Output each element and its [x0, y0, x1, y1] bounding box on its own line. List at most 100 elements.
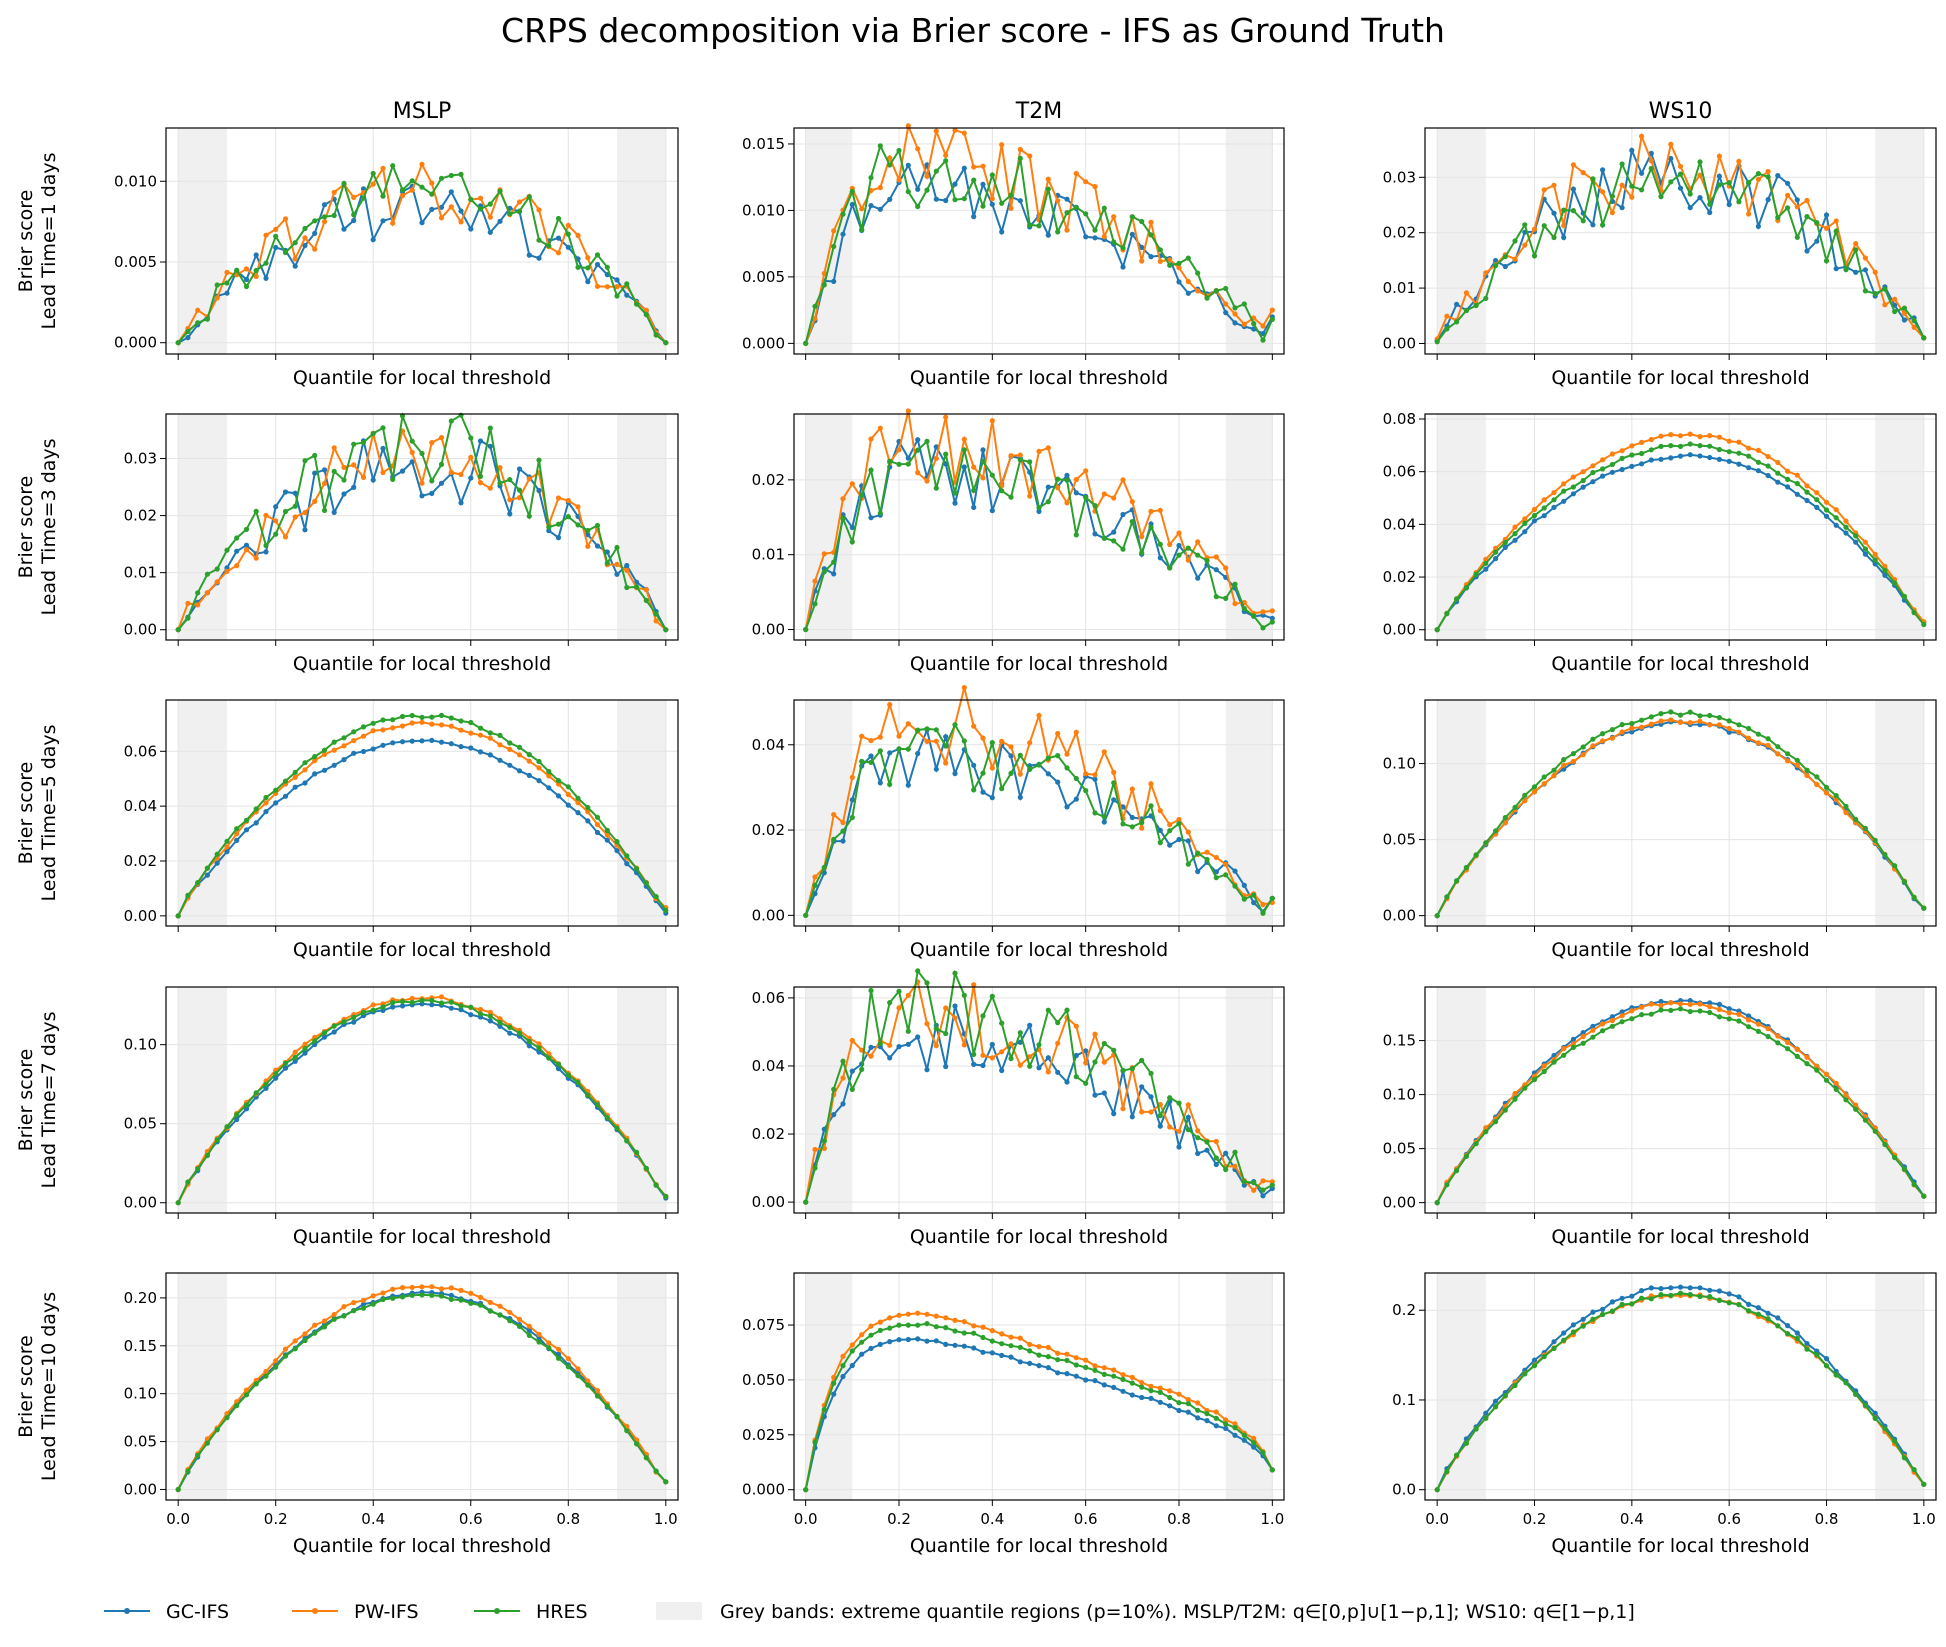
data-point-gc-ifs — [1648, 1285, 1654, 1291]
data-point-hres — [1251, 1180, 1257, 1186]
data-point-pw-ifs — [487, 214, 493, 220]
y-tick-label: 0.05 — [1383, 831, 1416, 849]
data-point-pw-ifs — [1697, 718, 1703, 724]
data-point-pw-ifs — [448, 204, 454, 210]
data-point-gc-ifs — [1101, 1090, 1107, 1096]
data-point-pw-ifs — [477, 480, 484, 486]
data-point-hres — [448, 418, 454, 424]
data-point-hres — [263, 1373, 269, 1379]
data-point-gc-ifs — [526, 252, 532, 258]
data-point-pw-ifs — [1008, 453, 1014, 459]
data-point-pw-ifs — [1148, 781, 1154, 787]
data-point-pw-ifs — [1213, 854, 1219, 861]
data-point-hres — [555, 1061, 562, 1067]
data-point-gc-ifs — [877, 1341, 883, 1347]
data-point-hres — [1600, 466, 1606, 472]
data-point-gc-ifs — [477, 438, 484, 444]
y-tick-label: 0.01 — [752, 546, 785, 564]
series-line-hres — [804, 439, 1273, 630]
data-point-gc-ifs — [1139, 1084, 1145, 1090]
data-point-hres — [1512, 531, 1518, 537]
data-point-gc-ifs — [1823, 212, 1830, 218]
data-point-gc-ifs — [507, 511, 513, 517]
data-point-pw-ifs — [896, 733, 902, 739]
data-point-gc-ifs — [1176, 1144, 1182, 1150]
data-point-hres — [1794, 1053, 1800, 1059]
data-point-hres — [331, 739, 337, 745]
data-point-hres — [419, 997, 425, 1004]
data-point-hres — [1531, 784, 1538, 790]
data-point-gc-ifs — [1551, 1339, 1557, 1345]
data-point-hres — [604, 264, 610, 270]
data-point-hres — [380, 193, 386, 199]
series-line-hres — [804, 722, 1274, 916]
data-point-gc-ifs — [1251, 900, 1257, 906]
data-point-hres — [360, 439, 367, 446]
data-point-gc-ifs — [351, 750, 357, 756]
data-point-gc-ifs — [555, 535, 562, 541]
y-tick-label: 0.00 — [1383, 621, 1416, 639]
series-line-gc-ifs — [177, 439, 667, 631]
grey-band — [178, 700, 227, 926]
data-point-hres — [1590, 1316, 1596, 1322]
data-point-hres — [1473, 571, 1479, 577]
data-point-pw-ifs — [1055, 485, 1061, 491]
data-point-gc-ifs — [849, 201, 855, 208]
data-point-pw-ifs — [243, 547, 250, 553]
data-point-pw-ifs — [952, 1317, 958, 1323]
data-point-hres — [1027, 1348, 1033, 1354]
data-point-pw-ifs — [831, 812, 837, 818]
data-point-pw-ifs — [1843, 1092, 1849, 1098]
data-point-hres — [1204, 295, 1210, 301]
data-point-pw-ifs — [614, 561, 620, 568]
data-point-hres — [1570, 751, 1576, 757]
data-point-pw-ifs — [1677, 433, 1684, 439]
data-point-pw-ifs — [575, 232, 581, 238]
data-point-gc-ifs — [1223, 310, 1229, 316]
data-point-hres — [1629, 1016, 1635, 1022]
data-point-hres — [1755, 731, 1761, 737]
data-point-pw-ifs — [868, 1053, 874, 1059]
y-tick-label: 0.2 — [1392, 1301, 1416, 1319]
data-point-hres — [859, 1339, 865, 1345]
data-point-hres — [1921, 1481, 1927, 1487]
data-point-pw-ifs — [1223, 301, 1229, 307]
data-point-hres — [812, 1439, 818, 1445]
data-point-hres — [831, 1086, 837, 1092]
data-point-pw-ifs — [999, 738, 1005, 745]
data-point-gc-ifs — [468, 1012, 474, 1018]
panel-r4-c0: 0.0 0.2 0.4 0.6 0.8 1.00.000.050.100.150.20Qu… — [15, 1272, 679, 1557]
data-point-pw-ifs — [1609, 1017, 1615, 1024]
data-point-hres — [877, 510, 883, 516]
data-point-hres — [585, 1092, 591, 1098]
y-tick-label: 0.02 — [124, 507, 157, 525]
data-point-pw-ifs — [263, 232, 269, 238]
data-point-pw-ifs — [1064, 751, 1070, 757]
data-point-hres — [1648, 714, 1654, 720]
data-point-hres — [1139, 1384, 1145, 1390]
data-point-pw-ifs — [1590, 1027, 1596, 1033]
data-point-hres — [952, 490, 958, 496]
data-point-pw-ifs — [1823, 790, 1830, 796]
data-point-hres — [653, 1468, 659, 1474]
axes-frame — [793, 699, 1285, 927]
data-point-gc-ifs — [1853, 269, 1859, 275]
data-point-pw-ifs — [1129, 499, 1135, 505]
data-point-pw-ifs — [980, 475, 986, 481]
data-point-hres — [1609, 1308, 1615, 1314]
data-point-gc-ifs — [331, 762, 337, 768]
data-point-hres — [429, 997, 435, 1004]
data-point-hres — [1092, 503, 1098, 509]
data-point-gc-ifs — [1157, 827, 1163, 834]
data-point-hres — [312, 1330, 318, 1336]
data-point-hres — [1921, 1193, 1927, 1199]
data-point-gc-ifs — [438, 739, 445, 745]
y-tick-label: 0.000 — [742, 1481, 785, 1499]
data-point-gc-ifs — [868, 1044, 874, 1050]
data-point-gc-ifs — [1064, 1079, 1070, 1085]
legend-label: PW-IFS — [354, 1601, 419, 1623]
data-point-hres — [185, 328, 191, 335]
